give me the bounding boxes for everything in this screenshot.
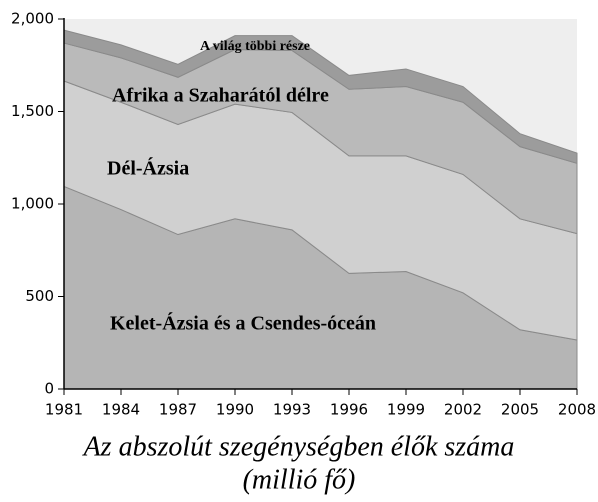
area [63, 29, 578, 164]
y-tick-label: 500 [25, 287, 54, 305]
series-label: Kelet-Ázsia és a Csendes-óceán [110, 312, 376, 335]
x-tick-label: 2008 [558, 401, 596, 419]
chart-subtitle: (millió fő) [243, 464, 356, 495]
y-tick-label: 2,000 [11, 10, 54, 28]
x-tick-label: 1999 [387, 401, 425, 419]
y-tick-label: 1,500 [11, 102, 54, 120]
series-label: Dél-Ázsia [107, 157, 189, 180]
x-tick-label: 1993 [273, 401, 311, 419]
chart-title: Az abszolút szegénységben élők száma [82, 431, 515, 462]
x-tick-label: 1987 [159, 401, 197, 419]
x-tick-label: 1990 [216, 401, 254, 419]
y-tick-label: 1,000 [11, 195, 54, 213]
x-tick-label: 2005 [501, 401, 539, 419]
y-tick-label: 0 [44, 380, 54, 398]
series-label: A világ többi része [200, 39, 310, 54]
x-tick-label: 2002 [444, 401, 482, 419]
x-tick-label: 1981 [45, 401, 83, 419]
x-tick-label: 1984 [102, 401, 140, 419]
series-label: Afrika a Szaharától délre [112, 85, 329, 107]
x-tick-label: 1996 [330, 401, 368, 419]
